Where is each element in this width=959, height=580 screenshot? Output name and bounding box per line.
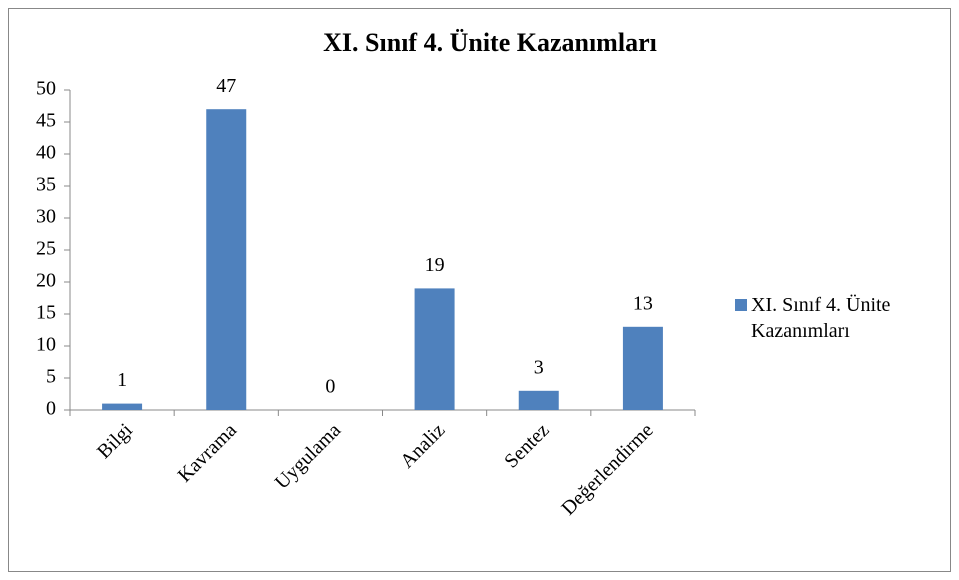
y-tick-label: 30 <box>36 206 56 228</box>
y-tick-label: 50 <box>36 78 56 100</box>
bar <box>622 326 663 410</box>
chart-border <box>8 8 951 572</box>
legend-swatch <box>735 299 747 311</box>
data-label: 0 <box>325 376 335 398</box>
y-tick-label: 45 <box>36 110 56 132</box>
y-tick-label: 25 <box>36 238 56 260</box>
data-label: 19 <box>425 254 445 276</box>
y-tick-label: 20 <box>36 270 56 292</box>
legend: XI. Sınıf 4. Ünite Kazanımları <box>735 292 945 344</box>
y-tick-label: 40 <box>36 142 56 164</box>
bar <box>518 390 559 410</box>
y-tick-label: 0 <box>46 398 56 420</box>
bar <box>206 109 247 410</box>
legend-label: XI. Sınıf 4. Ünite Kazanımları <box>751 294 891 342</box>
data-label: 3 <box>534 356 544 378</box>
bar <box>102 403 143 410</box>
data-label: 13 <box>633 292 653 314</box>
y-tick-label: 15 <box>36 302 56 324</box>
y-tick-label: 5 <box>46 366 56 388</box>
data-label: 1 <box>117 369 127 391</box>
y-tick-label: 10 <box>36 334 56 356</box>
y-tick-label: 35 <box>36 174 56 196</box>
chart-title: XI. Sınıf 4. Ünite Kazanımları <box>323 28 657 57</box>
bar <box>414 288 455 410</box>
data-label: 47 <box>216 75 236 97</box>
